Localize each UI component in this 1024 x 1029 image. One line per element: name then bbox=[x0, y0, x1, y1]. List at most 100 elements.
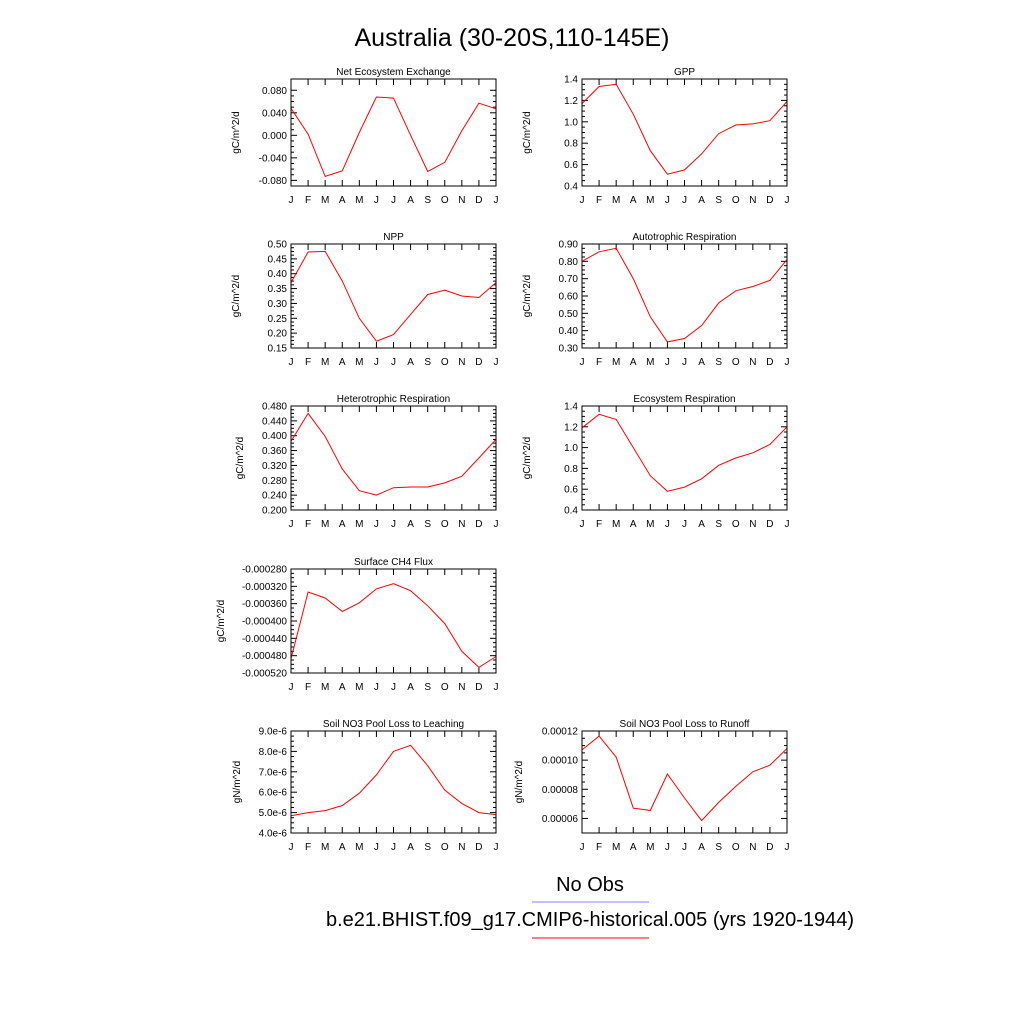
panel-ylabel: gC/m^2/d bbox=[231, 111, 242, 154]
plot-frame bbox=[290, 78, 497, 187]
xtick-label: S bbox=[715, 357, 722, 368]
xtick-label: O bbox=[441, 195, 449, 206]
xtick-label: J bbox=[494, 842, 499, 853]
panel-ylabel: gC/m^2/d bbox=[235, 437, 246, 480]
ytick-label: 1.0 bbox=[564, 117, 578, 128]
ytick-label: -0.000520 bbox=[242, 669, 287, 680]
plot-frame bbox=[290, 730, 497, 834]
panel-ylabel: gC/m^2/d bbox=[522, 275, 533, 318]
ytick-label: 1.4 bbox=[564, 75, 578, 86]
ytick-label: 6.0e-6 bbox=[259, 788, 288, 799]
series-line bbox=[581, 247, 788, 343]
series-line bbox=[290, 250, 497, 342]
xtick-label: J bbox=[289, 682, 294, 693]
xtick-label: J bbox=[665, 195, 670, 206]
xtick-label: J bbox=[374, 842, 379, 853]
xtick-label: O bbox=[732, 195, 740, 206]
ytick-label: 0.360 bbox=[262, 446, 287, 457]
xtick-label: A bbox=[407, 357, 414, 368]
ytick-label: 0.4 bbox=[564, 182, 578, 193]
figure-title: Australia (30-20S,110-145E) bbox=[355, 24, 670, 52]
xtick-label: A bbox=[630, 842, 637, 853]
ytick-label: 0.90 bbox=[559, 240, 579, 251]
xtick-label: J bbox=[580, 842, 585, 853]
ytick-label: 0.50 bbox=[559, 309, 579, 320]
xtick-label: J bbox=[785, 519, 790, 530]
ytick-label: -0.000400 bbox=[242, 617, 287, 628]
xtick-label: M bbox=[355, 682, 363, 693]
xtick-label: J bbox=[682, 357, 687, 368]
xtick-label: D bbox=[766, 519, 773, 530]
plot-frame bbox=[581, 243, 788, 349]
xtick-label: S bbox=[424, 682, 431, 693]
xtick-label: M bbox=[321, 357, 329, 368]
ytick-label: 0.320 bbox=[262, 461, 287, 472]
xtick-label: O bbox=[732, 842, 740, 853]
ytick-label: -0.000480 bbox=[242, 651, 287, 662]
xtick-label: J bbox=[374, 519, 379, 530]
xtick-label: J bbox=[494, 682, 499, 693]
ytick-label: 0.00010 bbox=[542, 756, 579, 767]
legend-model-label: b.e21.BHIST.f09_g17.CMIP6-historical.005… bbox=[326, 909, 854, 931]
xtick-label: D bbox=[766, 842, 773, 853]
xtick-label: N bbox=[458, 519, 465, 530]
xtick-label: A bbox=[630, 519, 637, 530]
xtick-label: N bbox=[458, 357, 465, 368]
series-line bbox=[581, 735, 788, 822]
ytick-label: -0.000320 bbox=[242, 582, 287, 593]
xtick-label: N bbox=[749, 195, 756, 206]
xtick-label: A bbox=[698, 195, 705, 206]
xtick-label: A bbox=[339, 842, 346, 853]
panel-8: Soil NO3 Pool Loss to Runoff gN/m^2/d 0.00… bbox=[514, 719, 790, 853]
ytick-label: 0.4 bbox=[564, 506, 578, 517]
xtick-label: O bbox=[441, 682, 449, 693]
xtick-label: A bbox=[407, 195, 414, 206]
xtick-label: S bbox=[715, 842, 722, 853]
xtick-label: F bbox=[305, 357, 311, 368]
xtick-label: D bbox=[766, 195, 773, 206]
xtick-label: M bbox=[612, 195, 620, 206]
xtick-label: F bbox=[305, 195, 311, 206]
ytick-label: 0.50 bbox=[268, 240, 288, 251]
xtick-label: M bbox=[646, 195, 654, 206]
ytick-label: 0.25 bbox=[268, 314, 288, 325]
xtick-label: A bbox=[630, 195, 637, 206]
ytick-label: 0.6 bbox=[564, 160, 578, 171]
panel-ylabel: gN/m^2/d bbox=[514, 761, 525, 804]
ytick-label: 0.30 bbox=[559, 344, 579, 355]
xtick-label: M bbox=[355, 195, 363, 206]
xtick-label: S bbox=[424, 519, 431, 530]
ytick-label: 0.20 bbox=[268, 329, 288, 340]
xtick-label: J bbox=[391, 519, 396, 530]
series-line bbox=[290, 412, 497, 496]
ytick-label: 0.45 bbox=[268, 254, 288, 265]
xtick-label: F bbox=[305, 682, 311, 693]
xtick-label: D bbox=[766, 357, 773, 368]
xtick-label: M bbox=[321, 682, 329, 693]
xtick-label: J bbox=[391, 842, 396, 853]
ytick-label: 5.0e-6 bbox=[259, 808, 288, 819]
ytick-label: 1.2 bbox=[564, 96, 578, 107]
xtick-label: N bbox=[749, 519, 756, 530]
xtick-label: F bbox=[596, 195, 602, 206]
ytick-label: -0.000360 bbox=[242, 599, 287, 610]
xtick-label: M bbox=[355, 357, 363, 368]
xtick-label: J bbox=[682, 195, 687, 206]
xtick-label: J bbox=[665, 842, 670, 853]
panel-title: NPP bbox=[383, 232, 404, 243]
ytick-label: -0.000440 bbox=[242, 634, 287, 645]
xtick-label: J bbox=[391, 682, 396, 693]
ytick-label: 0.040 bbox=[262, 108, 287, 119]
panel-2: NPP gC/m^2/d 0.15 0.20 0.25 0.30 0.35 0.40 0.45 0… bbox=[231, 232, 499, 368]
xtick-label: J bbox=[785, 357, 790, 368]
ytick-label: 0.15 bbox=[268, 344, 288, 355]
series-line bbox=[581, 413, 788, 492]
xtick-label: M bbox=[646, 519, 654, 530]
xtick-label: J bbox=[289, 195, 294, 206]
xtick-label: N bbox=[458, 682, 465, 693]
plot-frame bbox=[581, 78, 788, 187]
panel-0: Net Ecosystem Exchange gC/m^2/d -0.080 -0.0… bbox=[231, 67, 499, 206]
series-line bbox=[290, 96, 497, 178]
